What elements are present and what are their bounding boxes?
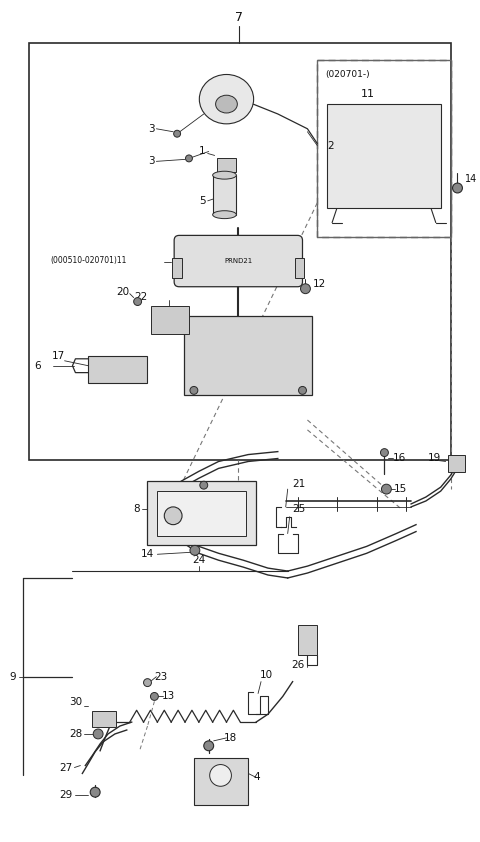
- Text: 13: 13: [161, 691, 175, 701]
- Circle shape: [90, 787, 100, 797]
- Text: 8: 8: [133, 504, 140, 514]
- Text: 27: 27: [59, 763, 72, 772]
- Text: PRND21: PRND21: [224, 258, 252, 264]
- Text: 9: 9: [10, 672, 16, 682]
- Text: 10: 10: [260, 669, 273, 679]
- Text: 18: 18: [224, 733, 237, 743]
- Text: 14: 14: [141, 549, 155, 559]
- Text: 25: 25: [293, 504, 306, 514]
- Circle shape: [210, 765, 231, 786]
- Text: 12: 12: [312, 279, 325, 289]
- Ellipse shape: [216, 95, 237, 113]
- Bar: [92, 711, 116, 727]
- Bar: [184, 317, 312, 396]
- Bar: [317, 60, 451, 237]
- Text: 17: 17: [51, 351, 65, 361]
- Ellipse shape: [213, 171, 236, 179]
- Text: 29: 29: [59, 790, 72, 800]
- Text: 1: 1: [199, 147, 206, 157]
- Circle shape: [190, 386, 198, 394]
- Circle shape: [453, 183, 462, 193]
- Ellipse shape: [199, 74, 253, 124]
- Text: 7: 7: [235, 11, 243, 24]
- Circle shape: [185, 155, 192, 162]
- Text: 16: 16: [392, 452, 406, 462]
- Bar: [29, 43, 451, 460]
- Text: 6: 6: [34, 360, 41, 370]
- FancyBboxPatch shape: [174, 236, 302, 287]
- Text: 2: 2: [327, 141, 334, 151]
- Circle shape: [133, 297, 142, 306]
- Circle shape: [190, 546, 200, 555]
- Circle shape: [299, 386, 306, 394]
- Text: 20: 20: [117, 286, 130, 296]
- Bar: [295, 258, 304, 278]
- Text: 3: 3: [148, 157, 155, 167]
- Text: 24: 24: [192, 555, 205, 565]
- Bar: [152, 306, 189, 334]
- Ellipse shape: [213, 210, 236, 219]
- Text: 14: 14: [466, 174, 478, 184]
- Text: 4: 4: [253, 772, 260, 782]
- Text: (020701-): (020701-): [325, 70, 370, 79]
- Text: 30: 30: [69, 697, 83, 707]
- Circle shape: [150, 692, 158, 701]
- Bar: [194, 758, 248, 805]
- Text: 11: 11: [360, 89, 375, 99]
- Text: 5: 5: [199, 196, 206, 205]
- Text: 28: 28: [69, 729, 83, 739]
- Circle shape: [174, 131, 180, 137]
- Bar: [298, 626, 317, 655]
- Text: 23: 23: [155, 672, 168, 682]
- Text: 22: 22: [134, 291, 147, 301]
- Bar: [317, 60, 451, 237]
- Bar: [157, 491, 246, 536]
- Circle shape: [200, 482, 208, 489]
- Text: 19: 19: [428, 452, 441, 462]
- Text: 21: 21: [293, 479, 306, 489]
- Circle shape: [381, 449, 388, 456]
- Text: 3: 3: [148, 124, 155, 134]
- Bar: [216, 158, 236, 173]
- Bar: [88, 356, 147, 383]
- Bar: [327, 104, 441, 208]
- Circle shape: [382, 484, 391, 494]
- Bar: [213, 175, 236, 215]
- Text: (000510-020701)11: (000510-020701)11: [51, 256, 127, 264]
- Bar: [448, 455, 466, 472]
- Text: 15: 15: [394, 484, 408, 494]
- Circle shape: [204, 741, 214, 751]
- Circle shape: [144, 679, 152, 686]
- Text: 26: 26: [291, 660, 304, 670]
- Bar: [147, 482, 256, 546]
- Circle shape: [93, 729, 103, 739]
- Bar: [172, 258, 182, 278]
- Circle shape: [164, 507, 182, 525]
- Circle shape: [300, 284, 311, 294]
